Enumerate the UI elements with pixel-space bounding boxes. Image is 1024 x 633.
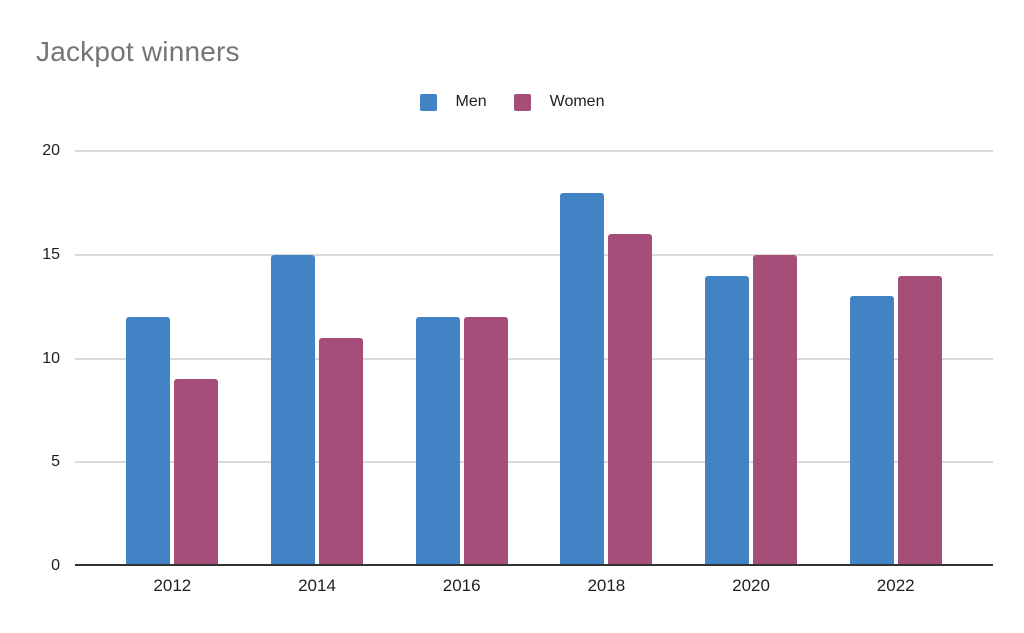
x-axis-line xyxy=(75,564,993,566)
legend-label-women: Women xyxy=(549,93,605,110)
x-tick-label: 2012 xyxy=(153,576,192,595)
chart-title: Jackpot winners xyxy=(36,36,240,67)
x-tick-label: 2016 xyxy=(442,576,481,595)
gridline xyxy=(75,253,993,256)
bar-women-2014[interactable] xyxy=(319,337,363,566)
bar-men-2014[interactable] xyxy=(271,254,315,566)
bar-men-2020[interactable] xyxy=(705,275,750,566)
y-tick-label: 0 xyxy=(51,557,60,574)
x-tick-label: 2014 xyxy=(298,576,336,595)
bar-men-2018[interactable] xyxy=(560,192,605,566)
bar-group-2016 xyxy=(389,151,534,566)
legend-label-men: Men xyxy=(455,93,487,110)
gridline xyxy=(75,150,993,152)
gridline xyxy=(75,461,993,464)
legend-item-men[interactable]: Men xyxy=(419,93,487,111)
y-tick-label: 15 xyxy=(42,245,60,263)
bar-group-2014 xyxy=(245,151,390,566)
bars-row xyxy=(75,151,993,566)
bar-women-2018[interactable] xyxy=(608,234,653,566)
y-tick-label: 10 xyxy=(42,349,60,367)
bar-group-2022 xyxy=(823,151,968,566)
bar-group-2018 xyxy=(534,151,679,566)
legend: Men Women xyxy=(0,93,1024,111)
bar-group-2012 xyxy=(100,151,245,566)
bar-women-2016[interactable] xyxy=(463,317,508,566)
women-series-swatch-icon xyxy=(513,93,531,111)
bar-women-2022[interactable] xyxy=(897,275,942,566)
y-tick-label: 5 xyxy=(51,453,60,471)
legend-item-women[interactable]: Women xyxy=(513,93,605,111)
x-axis-labels: 2012 2014 2016 2018 2020 2022 xyxy=(75,576,993,596)
bar-women-2012[interactable] xyxy=(174,379,219,566)
men-series-swatch-icon xyxy=(419,93,437,111)
bar-men-2016[interactable] xyxy=(415,317,460,566)
bar-men-2022[interactable] xyxy=(849,296,894,566)
x-tick-label: 2020 xyxy=(732,576,770,595)
plot-area: 0 5 10 15 20 2012 2014 2016 2018 2020 2022 xyxy=(42,142,993,595)
bar-women-2020[interactable] xyxy=(753,254,798,566)
gridline xyxy=(75,357,993,360)
bar-men-2012[interactable] xyxy=(126,317,171,566)
x-tick-label: 2018 xyxy=(587,576,626,595)
x-tick-label: 2022 xyxy=(876,576,915,595)
bar-group-2020 xyxy=(679,151,824,566)
y-tick-label: 20 xyxy=(42,142,60,159)
